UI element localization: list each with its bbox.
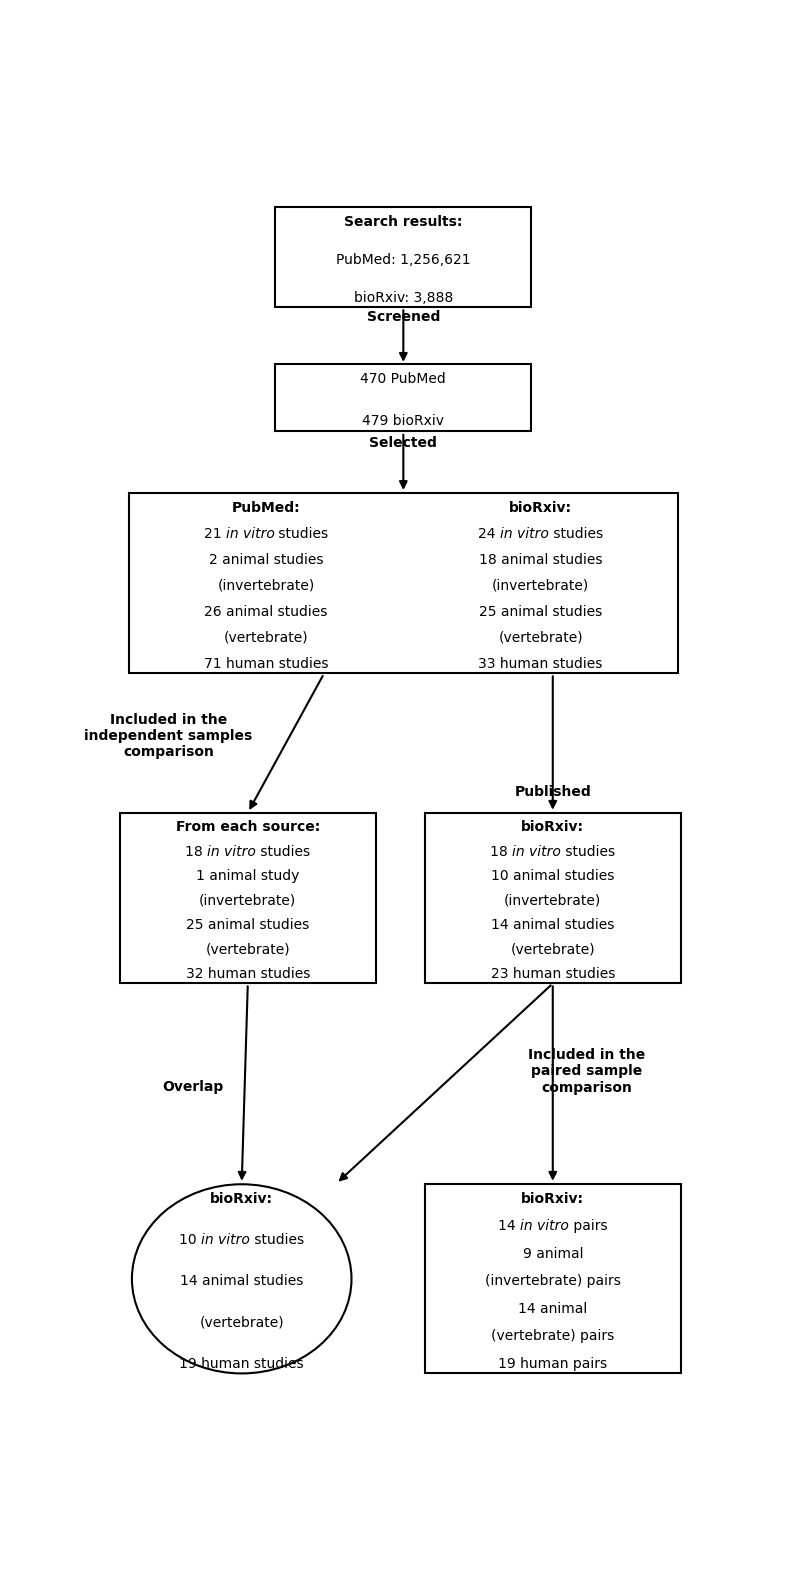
Text: 470 PubMed: 470 PubMed [360,372,446,385]
Text: 33 human studies: 33 human studies [478,656,603,670]
Text: 10: 10 [179,1233,201,1247]
Text: studies: studies [257,845,310,859]
Text: Screened: Screened [367,311,440,323]
Text: 14 animal studies: 14 animal studies [180,1274,304,1289]
Text: studies: studies [275,526,329,540]
Text: 14 animal: 14 animal [518,1301,587,1316]
Text: (vertebrate): (vertebrate) [205,943,290,956]
Text: studies: studies [561,845,615,859]
Text: 18 animal studies: 18 animal studies [478,553,602,566]
Text: in vitro: in vitro [512,845,561,859]
Text: (invertebrate): (invertebrate) [492,579,589,593]
Text: (vertebrate) pairs: (vertebrate) pairs [491,1330,615,1342]
Text: in vitro: in vitro [207,845,257,859]
Text: in vitro: in vitro [226,526,275,540]
Text: bioRxiv:: bioRxiv: [210,1192,273,1206]
Text: studies: studies [250,1233,305,1247]
Text: Selected: Selected [369,436,438,450]
Text: Included in the
independent samples
comparison: Included in the independent samples comp… [84,713,253,759]
Text: 21: 21 [204,526,226,540]
Text: 25 animal studies: 25 animal studies [479,604,602,618]
Text: PubMed: 1,256,621: PubMed: 1,256,621 [336,252,471,266]
Ellipse shape [132,1184,352,1374]
Text: 14 animal studies: 14 animal studies [491,918,615,932]
Text: 14: 14 [498,1219,520,1233]
Text: 10 animal studies: 10 animal studies [491,869,615,883]
Text: 18: 18 [490,845,512,859]
Text: (invertebrate): (invertebrate) [199,894,297,908]
Text: Search results:: Search results: [344,216,463,228]
Text: 25 animal studies: 25 animal studies [187,918,309,932]
Text: (invertebrate): (invertebrate) [504,894,601,908]
Text: 2 animal studies: 2 animal studies [209,553,323,566]
Bar [425,1184,681,1374]
Bar [425,813,681,983]
Text: 479 bioRxiv: 479 bioRxiv [362,414,445,428]
Text: 18: 18 [185,845,207,859]
Text: in vitro: in vitro [500,526,549,540]
Text: 26 animal studies: 26 animal studies [205,604,328,618]
Text: 19 human studies: 19 human studies [179,1357,304,1371]
Text: in vitro: in vitro [520,1219,569,1233]
Text: Published: Published [515,785,591,799]
Text: 71 human studies: 71 human studies [204,656,328,670]
Text: (vertebrate): (vertebrate) [199,1316,284,1330]
Text: studies: studies [549,526,603,540]
Text: Included in the
paired sample
comparison: Included in the paired sample comparison [528,1048,645,1095]
Text: 9 animal: 9 animal [523,1247,583,1260]
Bar [275,208,531,307]
Bar [275,365,531,431]
Bar [129,493,678,674]
Text: From each source:: From each source: [176,821,320,834]
Text: bioRxiv:: bioRxiv: [521,821,584,834]
Text: 1 animal study: 1 animal study [196,869,300,883]
Text: (invertebrate): (invertebrate) [217,579,315,593]
Text: bioRxiv:: bioRxiv: [521,1192,584,1206]
Text: 32 human studies: 32 human studies [186,967,310,981]
Text: in vitro: in vitro [201,1233,250,1247]
Text: bioRxiv:: bioRxiv: [509,501,572,515]
Text: (vertebrate): (vertebrate) [224,631,309,645]
Text: PubMed:: PubMed: [232,501,301,515]
Text: (invertebrate) pairs: (invertebrate) pairs [485,1274,621,1289]
Text: pairs: pairs [569,1219,608,1233]
Text: bioRxiv: 3,888: bioRxiv: 3,888 [353,290,453,304]
Text: 23 human studies: 23 human studies [490,967,615,981]
Bar [120,813,376,983]
Text: 19 human pairs: 19 human pairs [498,1357,608,1371]
Text: 24: 24 [478,526,500,540]
Text: (vertebrate): (vertebrate) [511,943,595,956]
Text: (vertebrate): (vertebrate) [498,631,583,645]
Text: Overlap: Overlap [162,1081,224,1094]
